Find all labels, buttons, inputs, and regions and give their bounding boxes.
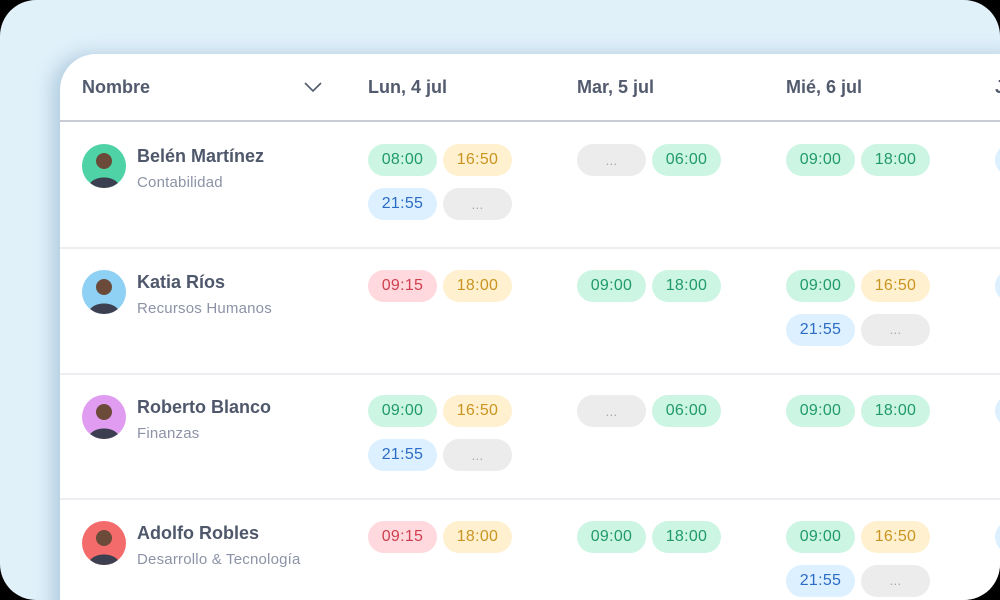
employee-department: Contabilidad [137, 174, 223, 191]
shift-time-pill[interactable]: 21:55 [786, 564, 855, 597]
day-cell: 09:00 18:00 [786, 395, 946, 427]
shift-time-pill[interactable]: 09:00 [786, 269, 855, 302]
employee-name: Katia Ríos [137, 271, 226, 292]
shift-time-pill-clipped[interactable] [995, 144, 1000, 176]
avatar [82, 144, 126, 188]
day-cell: 08:00 16:50 21:55... [368, 144, 528, 220]
shift-time-pill[interactable]: 09:00 [368, 395, 437, 427]
more-shifts-pill[interactable]: ... [861, 564, 930, 597]
shift-time-pill[interactable]: 16:50 [443, 144, 512, 176]
shift-time-pill[interactable]: 18:00 [443, 269, 512, 302]
more-shifts-pill[interactable]: ... [861, 313, 930, 346]
more-shifts-pill[interactable]: ... [443, 439, 512, 471]
column-header-name[interactable]: Nombre [82, 77, 151, 97]
shift-time-pill[interactable]: 18:00 [652, 520, 721, 553]
day-cell: 09:15 18:00 [368, 269, 528, 302]
day-cell: ... 06:00 [577, 144, 737, 176]
shift-time-pill[interactable]: 08:00 [368, 144, 437, 176]
shift-time-pill[interactable]: 09:15 [368, 269, 437, 302]
schedule-table: Nombre Lun, 4 jul Mar, 5 jul Mié, 6 jul … [60, 54, 1000, 600]
avatar [82, 395, 126, 439]
day-cell: 09:00 16:50 21:55... [368, 395, 528, 471]
shift-time-pill[interactable]: 16:50 [443, 395, 512, 427]
day-cell: 09:15 18:00 [368, 520, 528, 553]
column-header-day-3: Mié, 6 jul [786, 77, 863, 97]
shift-time-pill[interactable]: 09:00 [577, 520, 646, 553]
person-icon [88, 404, 120, 439]
person-icon [88, 529, 120, 565]
employee-name: Belén Martínez [137, 146, 265, 166]
table-row[interactable]: Katia Ríos Recursos Humanos 09:15 18:00 09:0… [60, 248, 1000, 375]
employee-name: Roberto Blanco [137, 397, 272, 417]
shift-time-pill[interactable]: 06:00 [652, 144, 721, 176]
shift-time-pill[interactable]: 18:00 [861, 395, 930, 427]
shift-time-pill[interactable]: 09:15 [368, 520, 437, 553]
person-icon [88, 278, 120, 314]
day-cell: 09:00 18:00 [577, 520, 737, 553]
shift-time-pill[interactable]: 09:00 [577, 269, 646, 302]
employee-department: Desarrollo & Tecnología [137, 550, 301, 568]
column-header-day-4: J [995, 77, 1000, 98]
table-row[interactable]: Belén Martínez Contabilidad 08:00 16:50 21:5… [60, 122, 1000, 249]
chevron-down-icon[interactable] [303, 80, 323, 94]
person-icon [88, 153, 120, 188]
day-cell: 09:00 18:00 [786, 144, 946, 176]
day-cell: ... 06:00 [577, 395, 737, 427]
shift-time-pill[interactable]: 21:55 [786, 313, 855, 346]
shift-time-pill-clipped[interactable] [995, 395, 1000, 427]
shift-time-pill[interactable]: 18:00 [443, 520, 512, 553]
shift-time-pill[interactable]: 16:50 [861, 269, 930, 302]
shift-time-pill[interactable]: 21:55 [368, 188, 437, 220]
column-header-day-2: Mar, 5 jul [577, 77, 655, 97]
shift-time-pill[interactable]: 18:00 [652, 269, 721, 302]
more-shifts-pill[interactable]: ... [443, 188, 512, 220]
shift-time-pill[interactable]: 09:00 [786, 520, 855, 553]
table-row[interactable]: Adolfo Robles Desarrollo & Tecnología 09:1… [60, 499, 1000, 600]
shift-time-pill-clipped[interactable] [995, 520, 1000, 553]
table-header: Nombre Lun, 4 jul Mar, 5 jul Mié, 6 jul … [60, 54, 1000, 122]
employee-department: Finanzas [137, 425, 200, 442]
more-shifts-pill[interactable]: ... [577, 395, 646, 427]
shift-time-pill[interactable]: 09:00 [786, 395, 855, 427]
shift-time-pill[interactable]: 16:50 [861, 520, 930, 553]
avatar [82, 520, 126, 565]
more-shifts-pill[interactable]: ... [577, 144, 646, 176]
shift-time-pill[interactable]: 21:55 [368, 439, 437, 471]
day-cell: 09:00 16:50 21:55... [786, 269, 946, 346]
avatar [82, 269, 126, 314]
shift-time-pill[interactable]: 06:00 [652, 395, 721, 427]
employee-name: Adolfo Robles [137, 522, 259, 543]
column-header-day-1: Lun, 4 jul [368, 77, 447, 97]
day-cell: 09:00 16:50 21:55... [786, 520, 946, 597]
shift-time-pill-clipped[interactable] [995, 269, 1000, 302]
employee-department: Recursos Humanos [137, 299, 272, 317]
shift-time-pill[interactable]: 09:00 [786, 144, 855, 176]
shift-time-pill[interactable]: 18:00 [861, 144, 930, 176]
table-row[interactable]: Roberto Blanco Finanzas 09:00 16:50 21:55...… [60, 373, 1000, 500]
day-cell: 09:00 18:00 [577, 269, 737, 302]
